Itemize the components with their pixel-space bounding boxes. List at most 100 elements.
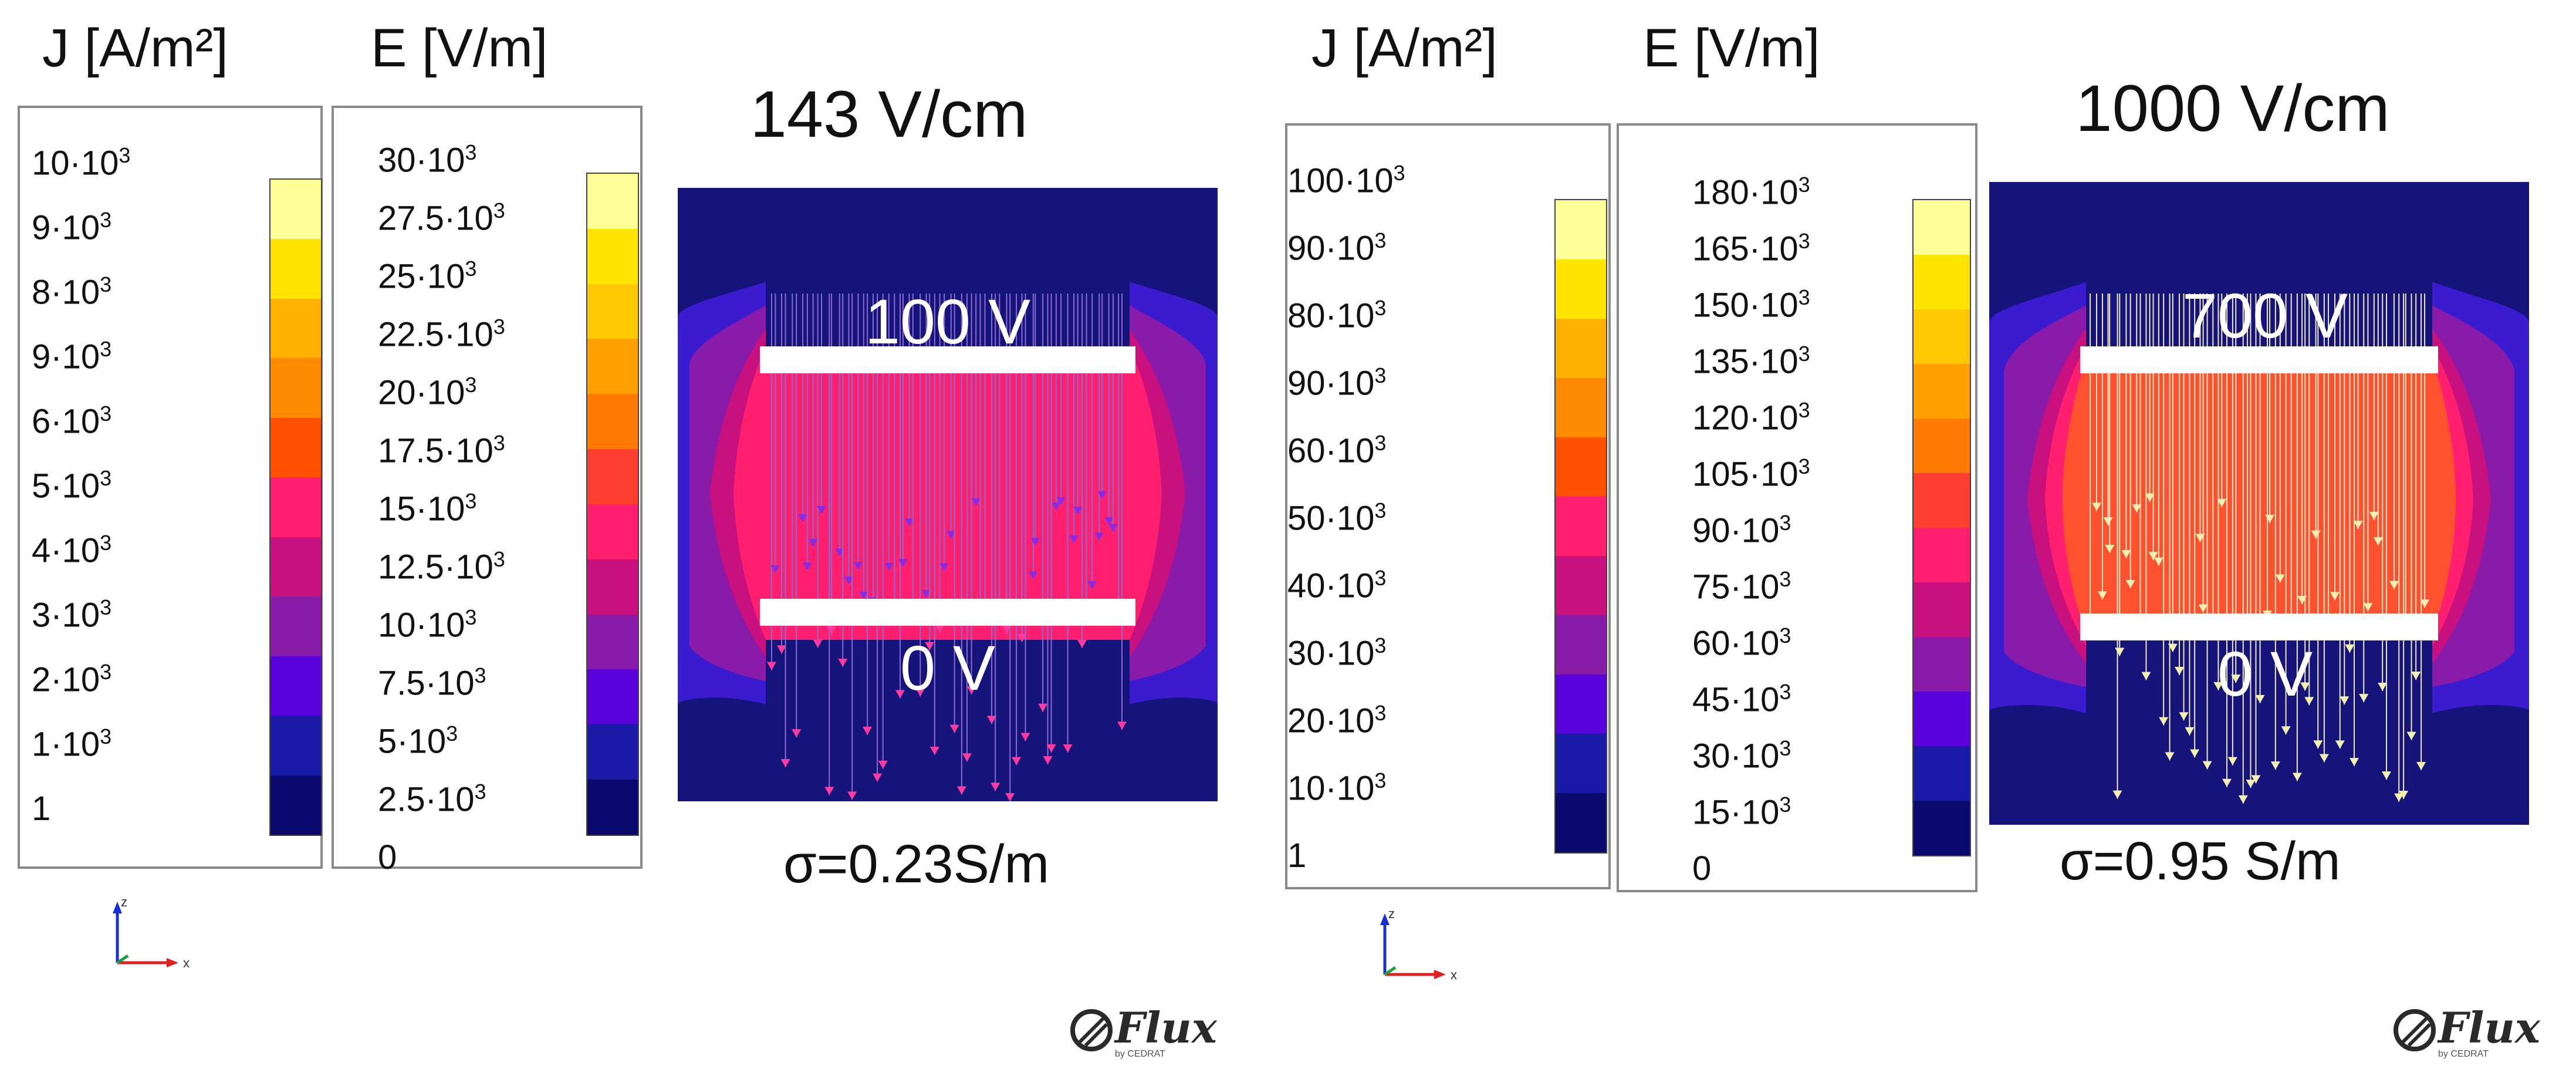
field-arrow-head — [925, 642, 935, 650]
color-band — [1914, 528, 1970, 582]
field-arrow-head — [2148, 552, 2158, 561]
e-legend-title: E [V/m] — [1643, 18, 1820, 78]
field-arrow-head — [904, 518, 914, 527]
field-arrow-head — [1046, 744, 1056, 753]
field-arrow-head — [2198, 604, 2208, 613]
field-arrow-head — [2185, 727, 2195, 736]
field-arrow-head — [2217, 498, 2227, 507]
j-tick-label: 8·103 — [32, 272, 112, 312]
field-arrow-head — [2165, 752, 2175, 761]
field-arrow-head — [987, 716, 997, 724]
color-band — [1914, 419, 1970, 473]
field-arrow-head — [878, 760, 888, 769]
e-legend-box: 180·103 165·103 150·103 135·103 120·103 105·1… — [1617, 123, 1977, 892]
color-band — [271, 298, 321, 359]
field-arrow-head — [946, 531, 956, 539]
j-legend-box: 10·103 9·103 8·103 9·103 6·103 5·103 4·103 3·10… — [18, 106, 323, 869]
field-arrow-head — [2304, 697, 2314, 706]
field-arrow-head — [929, 746, 939, 755]
field-arrow-head — [949, 724, 959, 733]
field-arrow-head — [2097, 591, 2107, 600]
field-arrow-head — [802, 562, 812, 571]
color-band — [587, 669, 638, 725]
color-band — [271, 358, 321, 418]
field-arrow-head — [2411, 672, 2421, 680]
field-arrow-head — [1038, 703, 1048, 712]
field-arrow-head — [2132, 504, 2142, 512]
field-arrow-head — [827, 626, 837, 635]
flux-logo-byline: by CEDRAT — [2438, 1049, 2489, 1059]
field-arrow-head — [2349, 758, 2359, 767]
color-band — [1556, 437, 1606, 497]
field-arrow-head — [2246, 780, 2256, 788]
field-arrow-head — [1056, 497, 1066, 505]
color-band — [271, 775, 321, 835]
field-arrow-head — [2227, 757, 2237, 765]
field-arrow-head — [966, 686, 976, 694]
j-tick-label: 1·103 — [32, 724, 112, 764]
e-tick-label: 10·103 — [378, 605, 477, 645]
j-tick-label: 90·103 — [1287, 363, 1387, 403]
color-band — [1914, 473, 1970, 528]
field-arrow-head — [2141, 672, 2151, 680]
e-tick-label: 90·103 — [1692, 511, 1791, 550]
j-tick-label: 80·103 — [1287, 296, 1387, 335]
color-band — [1914, 364, 1970, 419]
field-arrow-head — [2319, 754, 2329, 763]
field-arrow-head — [990, 783, 1000, 791]
j-tick-label: 60·103 — [1287, 431, 1387, 470]
e-tick-label: 0 — [378, 838, 397, 876]
e-tick-label: 7.5·103 — [378, 663, 486, 703]
color-band — [587, 614, 638, 670]
color-band — [1914, 637, 1970, 692]
j-tick-label: 2·103 — [32, 660, 112, 699]
field-arrow-head — [777, 645, 787, 654]
e-tick-label: 60·103 — [1692, 623, 1791, 663]
field-arrow-head — [808, 539, 818, 548]
e-tick-label: 120·103 — [1692, 398, 1810, 437]
field-arrow-head — [2399, 791, 2409, 800]
field-arrow-head — [2175, 666, 2185, 675]
field-arrow-head — [858, 591, 868, 600]
e-legend-title: E [V/m] — [371, 18, 548, 78]
flux-logo: Flux by CEDRAT — [2391, 1007, 2540, 1060]
conductivity-label: σ=0.23S/m — [783, 834, 1050, 894]
field-arrow-head — [898, 559, 908, 568]
field-arrow-head — [1097, 491, 1107, 500]
color-band — [1556, 615, 1606, 674]
field-arrow-head — [2154, 557, 2163, 566]
j-legend-box: 100·103 90·103 80·103 90·103 60·103 50·103 40·… — [1285, 123, 1611, 889]
e-tick-label: 135·103 — [1692, 342, 1810, 381]
field-arrow-head — [2335, 740, 2345, 749]
field-arrow-head — [1087, 581, 1097, 589]
color-band — [587, 284, 638, 339]
j-tick-label: 30·103 — [1287, 633, 1387, 673]
field-arrow-head — [1094, 532, 1104, 541]
field-arrow-head — [792, 729, 802, 738]
e-tick-label: 5·103 — [378, 721, 458, 761]
axis-triad-icon: z x — [1380, 906, 1457, 982]
j-legend-title: J [A/m²] — [1311, 18, 1497, 78]
field-arrow-head — [2202, 761, 2212, 770]
field-arrow-head — [971, 498, 981, 507]
color-band — [1556, 319, 1606, 378]
bottom-electrode-voltage: 0 V — [900, 632, 996, 703]
color-band — [587, 724, 638, 780]
flux-logo-word: Flux — [1115, 1003, 1217, 1053]
field-arrow-head — [2330, 592, 2340, 601]
field-arrow-head — [2297, 596, 2307, 605]
j-tick-label: 10·103 — [32, 143, 131, 183]
field-arrow-head — [2251, 775, 2261, 784]
flux-logo: Flux by CEDRAT — [1068, 1007, 1217, 1060]
field-arrow-head — [813, 639, 823, 648]
field-arrow-head — [1063, 744, 1073, 753]
field-arrow-head — [2420, 599, 2430, 608]
field-arrow-head — [863, 726, 873, 735]
field-arrow-head — [921, 589, 931, 598]
field-arrow-head — [1028, 571, 1038, 580]
field-arrow-head — [1117, 721, 1127, 730]
field-arrow-head — [1020, 733, 1030, 741]
svg-text:z: z — [121, 895, 127, 909]
field-simulation-right — [1989, 182, 2529, 825]
field-arrow-head — [935, 625, 945, 633]
